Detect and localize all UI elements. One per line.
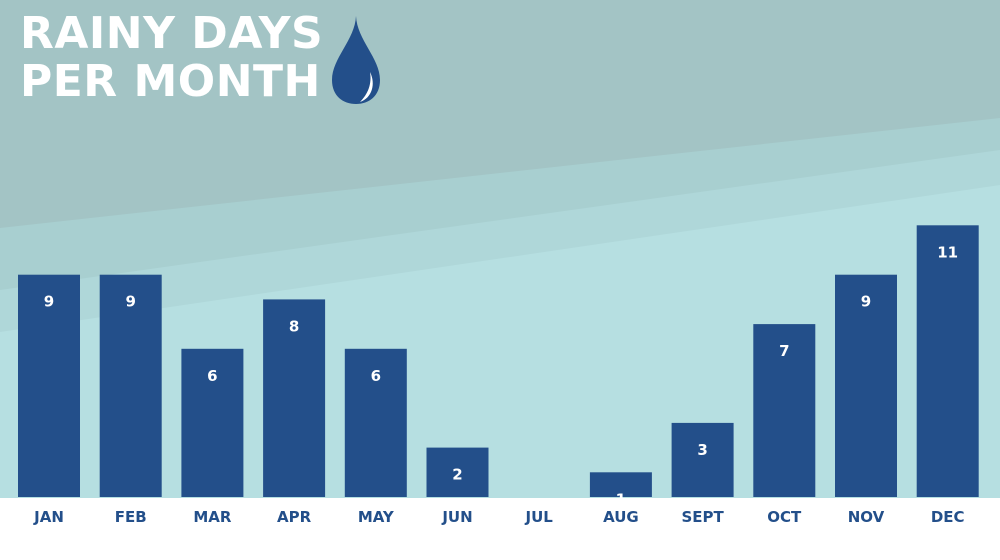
value-label-mar: 6	[207, 367, 217, 385]
value-label-aug: 1	[616, 490, 626, 508]
x-tick-oct: OCT	[767, 508, 802, 526]
x-tick-jul: JUL	[525, 508, 554, 526]
background	[0, 0, 1000, 498]
value-label-dec: 11	[937, 243, 958, 261]
bar-jan	[18, 274, 80, 497]
x-tick-feb: FEB	[115, 508, 147, 526]
water-drop-icon	[332, 16, 380, 104]
bar-oct	[753, 324, 816, 497]
bar-jun	[426, 447, 489, 497]
value-label-jan: 9	[44, 293, 54, 311]
value-label-may: 6	[371, 367, 381, 385]
x-tick-dec: DEC	[931, 508, 965, 526]
background-band-bottom	[0, 185, 1000, 498]
value-label-apr: 8	[289, 317, 299, 335]
x-tick-may: MAY	[358, 508, 395, 526]
value-labels: 9 9 6 8 6 2 1 3 7 9 11	[44, 243, 958, 508]
bar-nov	[835, 274, 897, 497]
x-tick-jun: JUN	[441, 508, 472, 526]
x-tick-apr: APR	[277, 508, 312, 526]
chart-title-line-2: PER MONTH	[20, 56, 321, 107]
value-label-feb: 9	[125, 293, 135, 311]
x-axis-tick-labels: JAN FEB MAR APR MAY JUN JUL AUG SEPT OCT NOV DEC	[33, 508, 964, 526]
x-tick-jan: JAN	[33, 508, 64, 526]
value-label-oct: 7	[779, 342, 789, 360]
x-tick-sept: SEPT	[681, 508, 724, 526]
x-tick-mar: MAR	[193, 508, 232, 526]
bar-apr	[263, 299, 326, 497]
chart-title-line-1: RAINY DAYS	[20, 8, 324, 59]
value-label-nov: 9	[861, 293, 871, 311]
bar-feb	[99, 274, 162, 497]
value-label-sept: 3	[697, 441, 707, 459]
bar-sept	[671, 422, 734, 497]
bar-aug	[589, 472, 652, 497]
value-label-jun: 2	[452, 466, 462, 484]
bar-mar	[181, 348, 244, 497]
bar-may	[344, 348, 407, 497]
bar-series	[18, 225, 979, 498]
bar-dec	[916, 225, 979, 498]
x-tick-nov: NOV	[848, 508, 885, 526]
x-tick-aug: AUG	[603, 508, 639, 526]
chart-title: RAINY DAYS PER MONTH	[20, 10, 323, 106]
